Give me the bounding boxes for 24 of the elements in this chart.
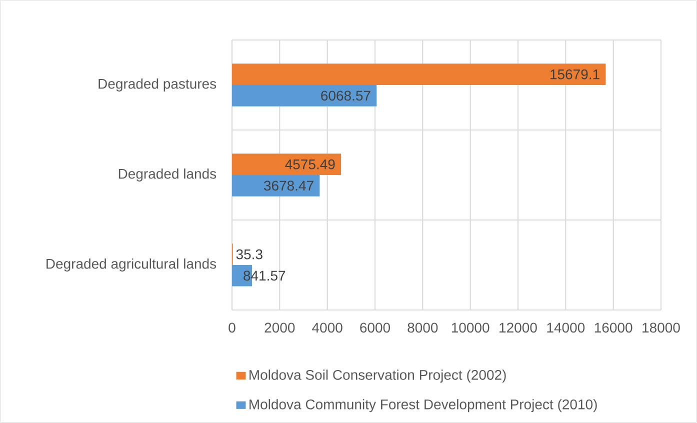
x-tick-label: 0 — [228, 322, 236, 333]
x-tick-label: 18000 — [642, 322, 680, 333]
bar — [232, 84, 377, 106]
x-tick-label: 14000 — [547, 322, 585, 333]
x-tick-label: 10000 — [452, 322, 490, 333]
data-label: 35.3 — [236, 249, 262, 260]
data-label: 4575.49 — [285, 159, 335, 170]
y-tick-label: Degraded agricultural lands — [46, 258, 216, 272]
y-tick-label: Degraded lands — [118, 168, 216, 182]
x-tick-label: 2000 — [264, 322, 295, 333]
legend-label: Moldova Soil Conservation Project (2002) — [250, 370, 506, 383]
x-tick-label: 6000 — [360, 322, 390, 333]
y-tick-label: Degraded pastures — [98, 78, 216, 92]
x-tick-label: 12000 — [500, 322, 537, 333]
legend-label: Moldova Community Forest Development Project (2010) — [250, 399, 597, 412]
data-label: 6068.57 — [321, 90, 370, 101]
bar — [232, 64, 606, 85]
data-label: 15679.1 — [550, 69, 600, 80]
data-label: 3678.47 — [264, 180, 314, 191]
bar — [232, 154, 342, 175]
bar — [232, 174, 320, 196]
x-tick-label: 8000 — [408, 322, 438, 333]
x-tick-label: 4000 — [312, 322, 342, 333]
x-tick-label: 16000 — [594, 322, 632, 333]
